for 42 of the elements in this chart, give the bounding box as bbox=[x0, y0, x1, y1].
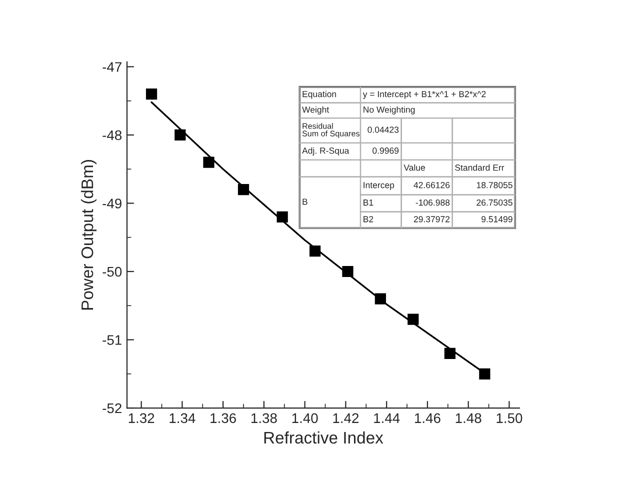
annotation: -106.988 bbox=[416, 199, 450, 206]
annotation: B1 bbox=[364, 200, 374, 206]
annotation: Intercep bbox=[364, 182, 394, 190]
x-tick-label: 1.42 bbox=[333, 413, 359, 423]
annotation: B2 bbox=[364, 216, 374, 222]
annotation: y = Intercept + B1*x^1 + B2*x^2 bbox=[362, 90, 486, 99]
x-tick-label: 1.38 bbox=[251, 413, 277, 424]
x-tick-label: 1.44 bbox=[374, 413, 400, 423]
annotation: 29.37972 bbox=[414, 216, 450, 222]
annotation: No Weighting bbox=[364, 106, 415, 114]
x-tick-label: 1.32 bbox=[128, 413, 154, 424]
annotation: 0.9969 bbox=[372, 148, 399, 154]
point bbox=[174, 129, 186, 141]
annotation: 26.75035 bbox=[476, 199, 512, 206]
y-tick-label: -51 bbox=[102, 335, 122, 345]
annotation: Value bbox=[404, 164, 426, 171]
y-tick-label: -49 bbox=[102, 198, 122, 208]
x-tick-label: 1.36 bbox=[210, 413, 236, 424]
annotation: 18.78055 bbox=[476, 182, 512, 188]
annotation: 42.66126 bbox=[414, 182, 450, 188]
y-axis-title: Power Output (dBm) bbox=[80, 160, 97, 310]
point bbox=[146, 88, 158, 100]
point bbox=[408, 314, 419, 325]
annotation: B bbox=[302, 198, 308, 205]
y-tick-label: -52 bbox=[102, 403, 122, 414]
annotation: Weight bbox=[302, 106, 330, 114]
point bbox=[203, 156, 214, 168]
x-tick-label: 1.40 bbox=[292, 413, 318, 424]
x-tick-label: 1.34 bbox=[170, 413, 196, 424]
annotation: 0.04423 bbox=[368, 126, 399, 133]
y-tick-label: -47 bbox=[102, 62, 122, 72]
y-tick-label: -50 bbox=[102, 266, 122, 277]
annotation: Standard Err bbox=[455, 164, 504, 171]
x-tick-label: 1.48 bbox=[456, 413, 482, 424]
x-tick-label: 1.46 bbox=[415, 413, 440, 424]
y-tick-label: -48 bbox=[102, 130, 122, 140]
annotation: Adj. R-Squa bbox=[302, 147, 350, 156]
x-axis-title: Refractive Index bbox=[264, 431, 384, 444]
annotation: Residual Sum of Squares bbox=[302, 122, 360, 138]
annotation: Equation bbox=[302, 90, 336, 99]
annotation: 9.51499 bbox=[482, 216, 512, 222]
x-tick-label: 1.50 bbox=[496, 413, 522, 424]
